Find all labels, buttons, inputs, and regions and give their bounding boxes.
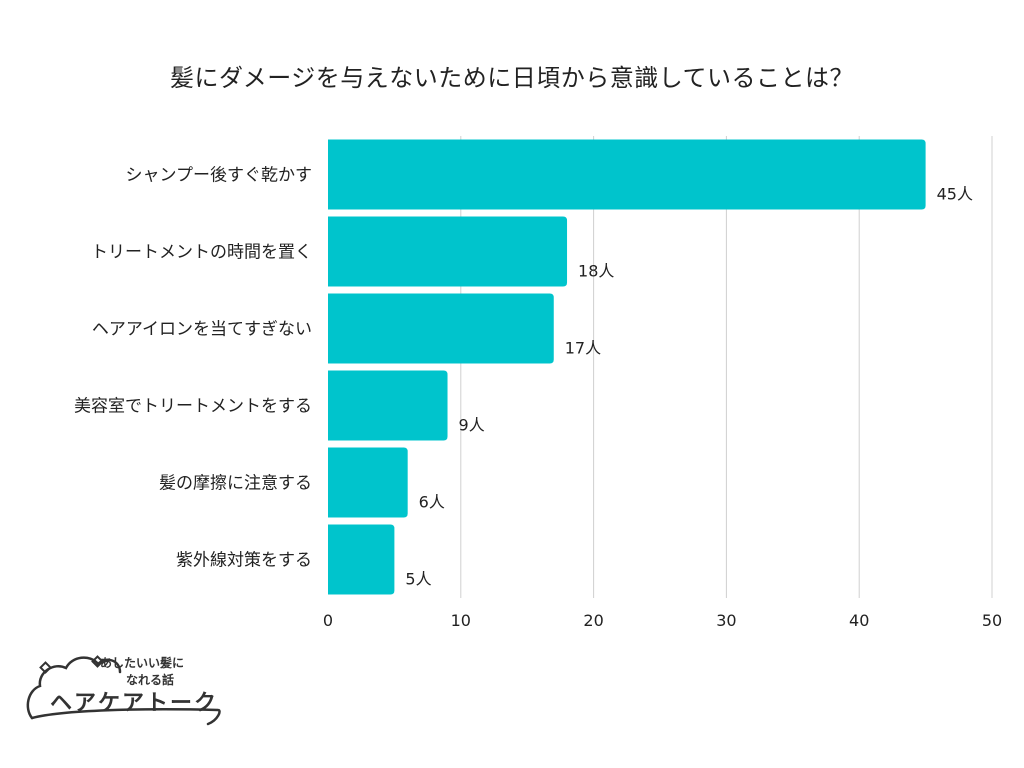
bar	[328, 293, 554, 364]
category-label: トリートメントの時間を置く	[91, 243, 312, 263]
category-label: 美容室でトリートメントをする	[74, 397, 312, 417]
bar	[328, 216, 568, 287]
category-label: 髪の摩擦に注意する	[159, 474, 312, 494]
value-label: 17人	[565, 339, 601, 358]
logo-tagline-2: なれる話	[126, 673, 175, 687]
x-tick-label: 10	[451, 611, 471, 630]
value-label: 6人	[419, 493, 445, 512]
x-tick-label: 50	[982, 611, 1002, 630]
bar	[328, 139, 926, 210]
bar	[328, 370, 448, 441]
logo-tagline-1: あしたいい髪に	[100, 656, 185, 670]
value-label: 45人	[937, 185, 973, 204]
x-tick-label: 40	[849, 611, 869, 630]
chart-title: 髪にダメージを与えないために日頃から意識していることは？	[169, 64, 855, 92]
x-tick-label: 0	[323, 611, 333, 630]
logo-cloud-icon	[26, 655, 221, 726]
bar	[328, 524, 395, 595]
x-tick-label: 30	[716, 611, 736, 630]
value-label: 18人	[578, 262, 614, 281]
category-label: ヘアアイロンを当てすぎない	[92, 320, 312, 340]
category-label: シャンプー後すぐ乾かす	[126, 166, 313, 186]
category-label: 紫外線対策をする	[176, 551, 312, 571]
bar	[328, 447, 408, 518]
logo-name: ヘアケアトーク	[50, 691, 219, 716]
value-label: 5人	[405, 570, 431, 589]
x-tick-label: 20	[583, 611, 603, 630]
value-label: 9人	[459, 416, 485, 435]
